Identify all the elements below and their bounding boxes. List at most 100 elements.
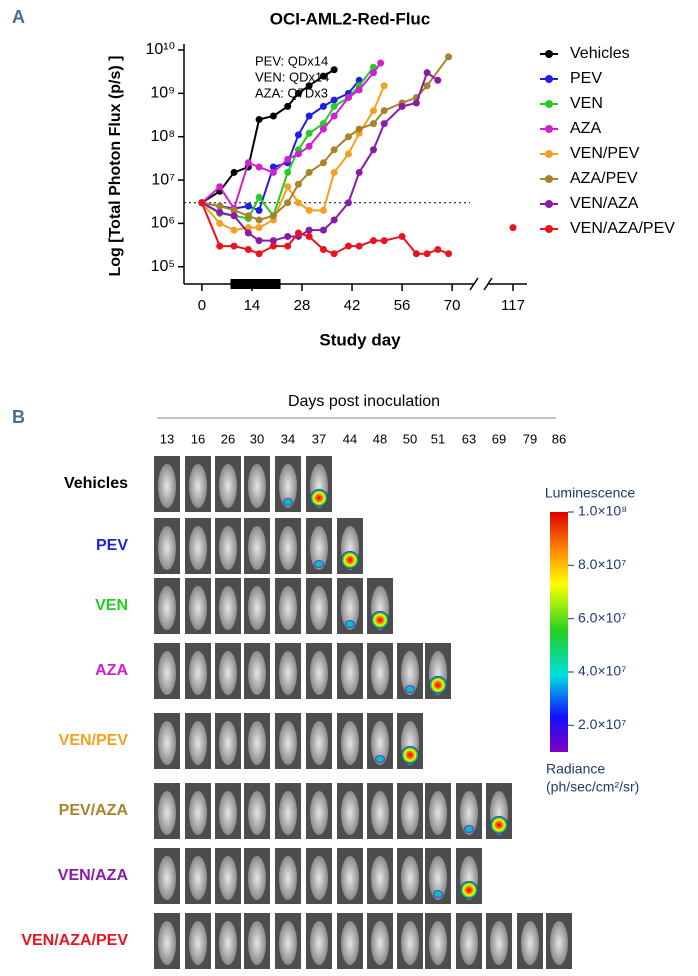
data-point [269, 163, 277, 171]
data-point [330, 216, 338, 224]
signal [375, 755, 385, 763]
header: Days post inoculation [288, 393, 440, 410]
legend-label: Vehicles [570, 45, 630, 62]
data-point [244, 212, 252, 220]
legend-label: VEN/AZA/PEV [570, 220, 675, 237]
data-point [330, 66, 338, 74]
colorbar-tick-label: 1.0×10⁸ [578, 503, 627, 519]
day-label: 69 [492, 431, 506, 446]
data-point [412, 99, 420, 107]
row-label: VEN/PEV [59, 732, 129, 749]
legend-marker [545, 150, 553, 158]
mouse-body [158, 586, 176, 630]
annotation: PEV: QDx14 [255, 53, 328, 68]
mouse-body [401, 856, 419, 900]
signal [283, 498, 293, 506]
data-point [330, 146, 338, 154]
mouse-body [158, 791, 176, 835]
data-point [319, 125, 327, 133]
data-point [344, 94, 352, 102]
mouse-body [189, 464, 207, 508]
data-point [284, 199, 292, 207]
data-point [398, 232, 406, 240]
mouse-body [341, 791, 359, 835]
colorbar-unit-title: Radiance [546, 761, 605, 777]
mouse-body [279, 791, 297, 835]
mouse-body [371, 791, 389, 835]
mouse-body [279, 526, 297, 570]
mouse-body [490, 921, 508, 965]
x-tick-label: 56 [394, 297, 411, 314]
data-point [255, 115, 263, 123]
mouse-body [189, 586, 207, 630]
mouse-body [550, 921, 568, 965]
data-point [294, 131, 302, 139]
mouse-body [248, 526, 266, 570]
image-row [154, 578, 393, 634]
data-point [509, 224, 517, 232]
data-point [377, 59, 385, 67]
mouse-body [341, 651, 359, 695]
data-point [380, 237, 388, 245]
day-label: 79 [523, 431, 537, 446]
day-label: 16 [191, 431, 205, 446]
signal [401, 746, 419, 764]
day-label: 34 [281, 431, 295, 446]
row-label: VEN [95, 597, 128, 614]
data-point [255, 250, 263, 258]
legend-label: VEN/AZA [570, 195, 639, 212]
mouse-body [341, 586, 359, 630]
data-point [294, 89, 302, 97]
data-point [319, 159, 327, 167]
data-point [319, 226, 327, 234]
x-axis-title: Study day [319, 330, 401, 349]
colorbar-tick-label: 4.0×10⁷ [578, 663, 626, 679]
data-point [255, 224, 263, 232]
mouse-body [279, 651, 297, 695]
mouse-body [248, 464, 266, 508]
mouse-body [310, 526, 328, 570]
legend-marker [545, 100, 553, 108]
row-label: PEV/AZA [59, 802, 129, 819]
colorbar-tick-label: 6.0×10⁷ [578, 609, 626, 625]
data-point [294, 229, 302, 237]
y-tick-label: 10⁶ [151, 215, 175, 232]
axis-break [469, 277, 479, 291]
legend-label: AZA/PEV [570, 170, 638, 187]
day-label: 51 [431, 431, 445, 446]
axis-break [483, 277, 493, 291]
mouse-body [279, 856, 297, 900]
legend-marker [545, 50, 553, 58]
row-label: VEN/AZA/PEV [21, 932, 128, 949]
mouse-body [189, 721, 207, 765]
mouse-body [248, 791, 266, 835]
data-point [305, 232, 313, 240]
legend-marker [545, 200, 553, 208]
data-point [244, 229, 252, 237]
x-tick-label: 28 [294, 297, 311, 314]
colorbar-tick-label: 2.0×10⁷ [578, 716, 626, 732]
mouse-body [371, 921, 389, 965]
y-tick-label: 10⁵ [151, 258, 175, 275]
data-point [319, 102, 327, 110]
x-tick-label: 117 [501, 297, 525, 314]
image-row [154, 456, 332, 512]
y-axis-title: Log [Total Photon Flux (p/s) ] [107, 56, 124, 277]
data-point [284, 102, 292, 110]
x-tick-label: 42 [344, 297, 361, 314]
legend-label: VEN/PEV [570, 145, 640, 162]
data-point [284, 183, 292, 191]
colorbar-title: Luminescence [545, 485, 635, 501]
data-point [230, 226, 238, 234]
legend-marker [545, 75, 553, 83]
signal [429, 676, 447, 694]
legend-label: PEV [570, 70, 602, 87]
data-point [330, 168, 338, 176]
row-label: PEV [96, 537, 128, 554]
data-point [423, 69, 431, 77]
data-point [305, 206, 313, 214]
mouse-body [460, 921, 478, 965]
treatment-bar [230, 279, 281, 289]
x-tick-label: 14 [244, 297, 261, 314]
mouse-body [310, 921, 328, 965]
